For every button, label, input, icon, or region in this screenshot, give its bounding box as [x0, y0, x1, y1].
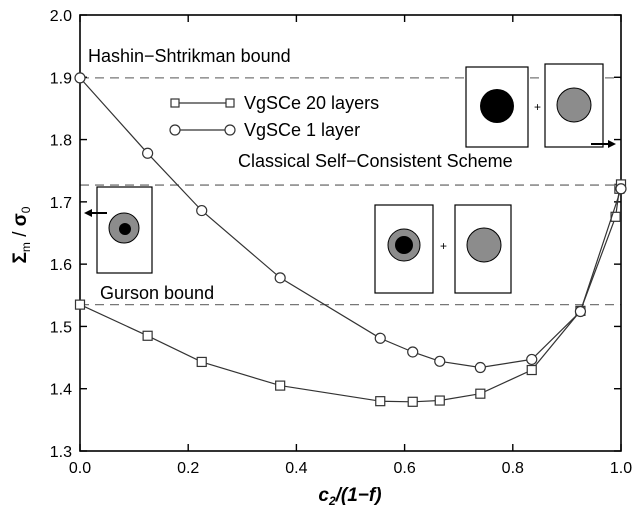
inset-black-disc [119, 223, 131, 235]
arrow-right-icon [608, 140, 616, 148]
legend-marker-square-right [225, 98, 235, 108]
data-point-circle [274, 272, 286, 284]
legend-marker-circle-left [169, 124, 181, 136]
data-point-circle [434, 355, 446, 367]
inset-coated-middle: + [374, 204, 512, 294]
axis-ticks [79, 14, 622, 452]
y-tick-label: 1.7 [50, 195, 72, 212]
axis-tick-labels: 0.0 0.2 0.4 0.6 0.8 1.0 1.3 1.4 1.5 1.6 1.7 1.8 1.9 2… [50, 8, 632, 477]
x-tick-label: 0.4 [285, 460, 307, 477]
inset-gray-disc [466, 227, 502, 263]
y-tick-label: 1.8 [50, 133, 72, 150]
data-point-square [434, 395, 445, 406]
data-point-circle [196, 204, 208, 217]
data-point-square [375, 396, 386, 407]
legend-label-1-layer: VgSCe 1 layer [244, 120, 360, 140]
data-point-circle [142, 147, 154, 159]
y-tick-label: 1.9 [50, 70, 72, 87]
data-point-square [275, 380, 286, 391]
x-tick-label: 1.0 [610, 460, 632, 477]
inset-black-disc [480, 89, 514, 123]
legend: VgSCe 20 layers VgSCe 1 layer [169, 93, 379, 140]
data-point-circle [526, 353, 538, 366]
x-axis-label: c2/(1−f) [318, 485, 381, 508]
data-point-circle [374, 332, 386, 344]
arrow-left-icon [84, 209, 92, 217]
ref-label-gurson: Gurson bound [100, 283, 214, 303]
x-tick-label: 0.8 [502, 460, 524, 477]
data-point-square [74, 299, 86, 310]
inset-two-phase: + [465, 63, 616, 148]
inset-coated-left [84, 186, 153, 274]
plot-frame [79, 14, 622, 452]
y-tick-label: 1.3 [50, 444, 72, 461]
y-tick-label: 2.0 [50, 8, 72, 25]
inset-gray-disc [556, 87, 592, 123]
series-group [74, 72, 627, 407]
x-tick-label: 0.2 [177, 460, 199, 477]
data-point-square [407, 396, 418, 407]
data-point-square [196, 356, 207, 368]
y-tick-label: 1.5 [50, 319, 72, 336]
data-point-circle [474, 361, 486, 374]
reference-lines [80, 77, 621, 306]
y-tick-label: 1.4 [50, 382, 72, 399]
ref-label-hashin: Hashin−Shtrikman bound [88, 46, 291, 66]
data-point-circle [574, 305, 587, 318]
data-point-circle [615, 183, 627, 195]
data-point-square [526, 364, 537, 376]
x-tick-label: 0.0 [69, 460, 91, 477]
inset-plus: + [534, 100, 541, 114]
data-point-square [475, 388, 486, 399]
legend-marker-square-left [170, 98, 180, 108]
data-point-circle [74, 72, 86, 84]
data-point-circle [407, 346, 419, 358]
legend-label-20-layers: VgSCe 20 layers [244, 93, 379, 113]
inset-plus: + [440, 239, 447, 253]
inset-black-disc [395, 236, 413, 254]
legend-marker-circle-right [224, 124, 236, 136]
data-point-square [142, 330, 153, 341]
y-tick-label: 1.6 [50, 257, 72, 274]
x-tick-label: 0.6 [393, 460, 415, 477]
data-point-square [610, 211, 621, 222]
ref-label-classical: Classical Self−Consistent Scheme [238, 151, 513, 171]
y-axis-label: Σm / σ0 [10, 206, 33, 263]
